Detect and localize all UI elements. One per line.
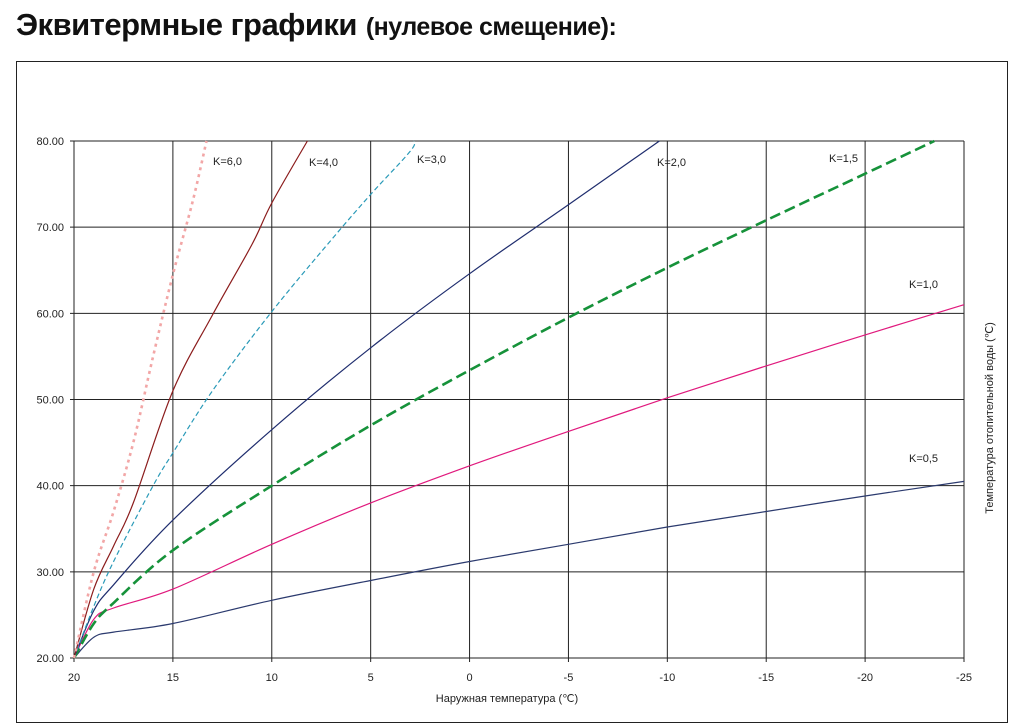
y-tick-label: 50.00 xyxy=(36,395,64,407)
y-tick-label: 20.00 xyxy=(36,653,64,665)
x-tick-label: 15 xyxy=(167,672,179,684)
y-tick-label: 80.00 xyxy=(36,136,64,148)
x-tick-label: -5 xyxy=(564,672,574,684)
chart-series xyxy=(72,139,965,659)
series-label-6: K=6,0 xyxy=(213,156,242,168)
x-tick-label: -15 xyxy=(758,672,774,684)
series-line-5 xyxy=(73,140,308,659)
x-tick-label: 0 xyxy=(466,672,472,684)
x-tick-label: 5 xyxy=(368,672,374,684)
series-label-0: K=0,5 xyxy=(909,453,938,465)
series-label-2: K=1,5 xyxy=(829,153,858,165)
y-tick-label: 60.00 xyxy=(36,308,64,320)
page-title-main: Эквитермные графики xyxy=(16,7,357,42)
x-tick-label: 20 xyxy=(68,672,80,684)
series-line-6 xyxy=(72,140,208,659)
x-tick-label: -25 xyxy=(956,672,972,684)
page-title-sub: (нулевое смещение): xyxy=(365,13,617,41)
x-tick-label: -20 xyxy=(857,672,873,684)
chart-series-labels: K=0,5 K=1,0 K=1,5 K=2,0 K=3,0 K=4,0 K=6,0 xyxy=(213,153,938,465)
heating-curve-chart: K=0,5 K=1,0 K=1,5 K=2,0 K=3,0 K=4,0 K=6,0 20 15… xyxy=(36,136,996,705)
x-tick-label: 10 xyxy=(266,672,278,684)
series-label-1: K=1,0 xyxy=(909,279,938,291)
chart-frame: K=0,5 K=1,0 K=1,5 K=2,0 K=3,0 K=4,0 K=6,0 20 15… xyxy=(16,61,1008,723)
series-line-1 xyxy=(73,304,965,659)
series-line-3 xyxy=(73,140,660,659)
x-axis-label: Наружная температура (℃) xyxy=(436,693,578,705)
y-tick-label: 30.00 xyxy=(36,567,64,579)
y-axis-label: Температура отопительной воды (℃) xyxy=(984,322,996,514)
series-line-0 xyxy=(73,480,965,659)
series-line-2 xyxy=(72,139,935,659)
chart-grid xyxy=(70,140,965,662)
series-label-3: K=2,0 xyxy=(657,157,686,169)
series-line-4 xyxy=(73,140,416,659)
y-tick-label: 40.00 xyxy=(36,481,64,493)
series-label-5: K=4,0 xyxy=(309,157,338,169)
y-tick-label: 70.00 xyxy=(36,222,64,234)
page-title: Эквитермные графики (нулевое смещение): xyxy=(16,6,617,43)
series-label-4: K=3,0 xyxy=(417,154,446,166)
x-tick-label: -10 xyxy=(659,672,675,684)
chart-tick-labels: 20 15 10 5 0 -5 -10 -15 -20 -25 20.00 30.00 40.00 50.… xyxy=(36,136,971,684)
